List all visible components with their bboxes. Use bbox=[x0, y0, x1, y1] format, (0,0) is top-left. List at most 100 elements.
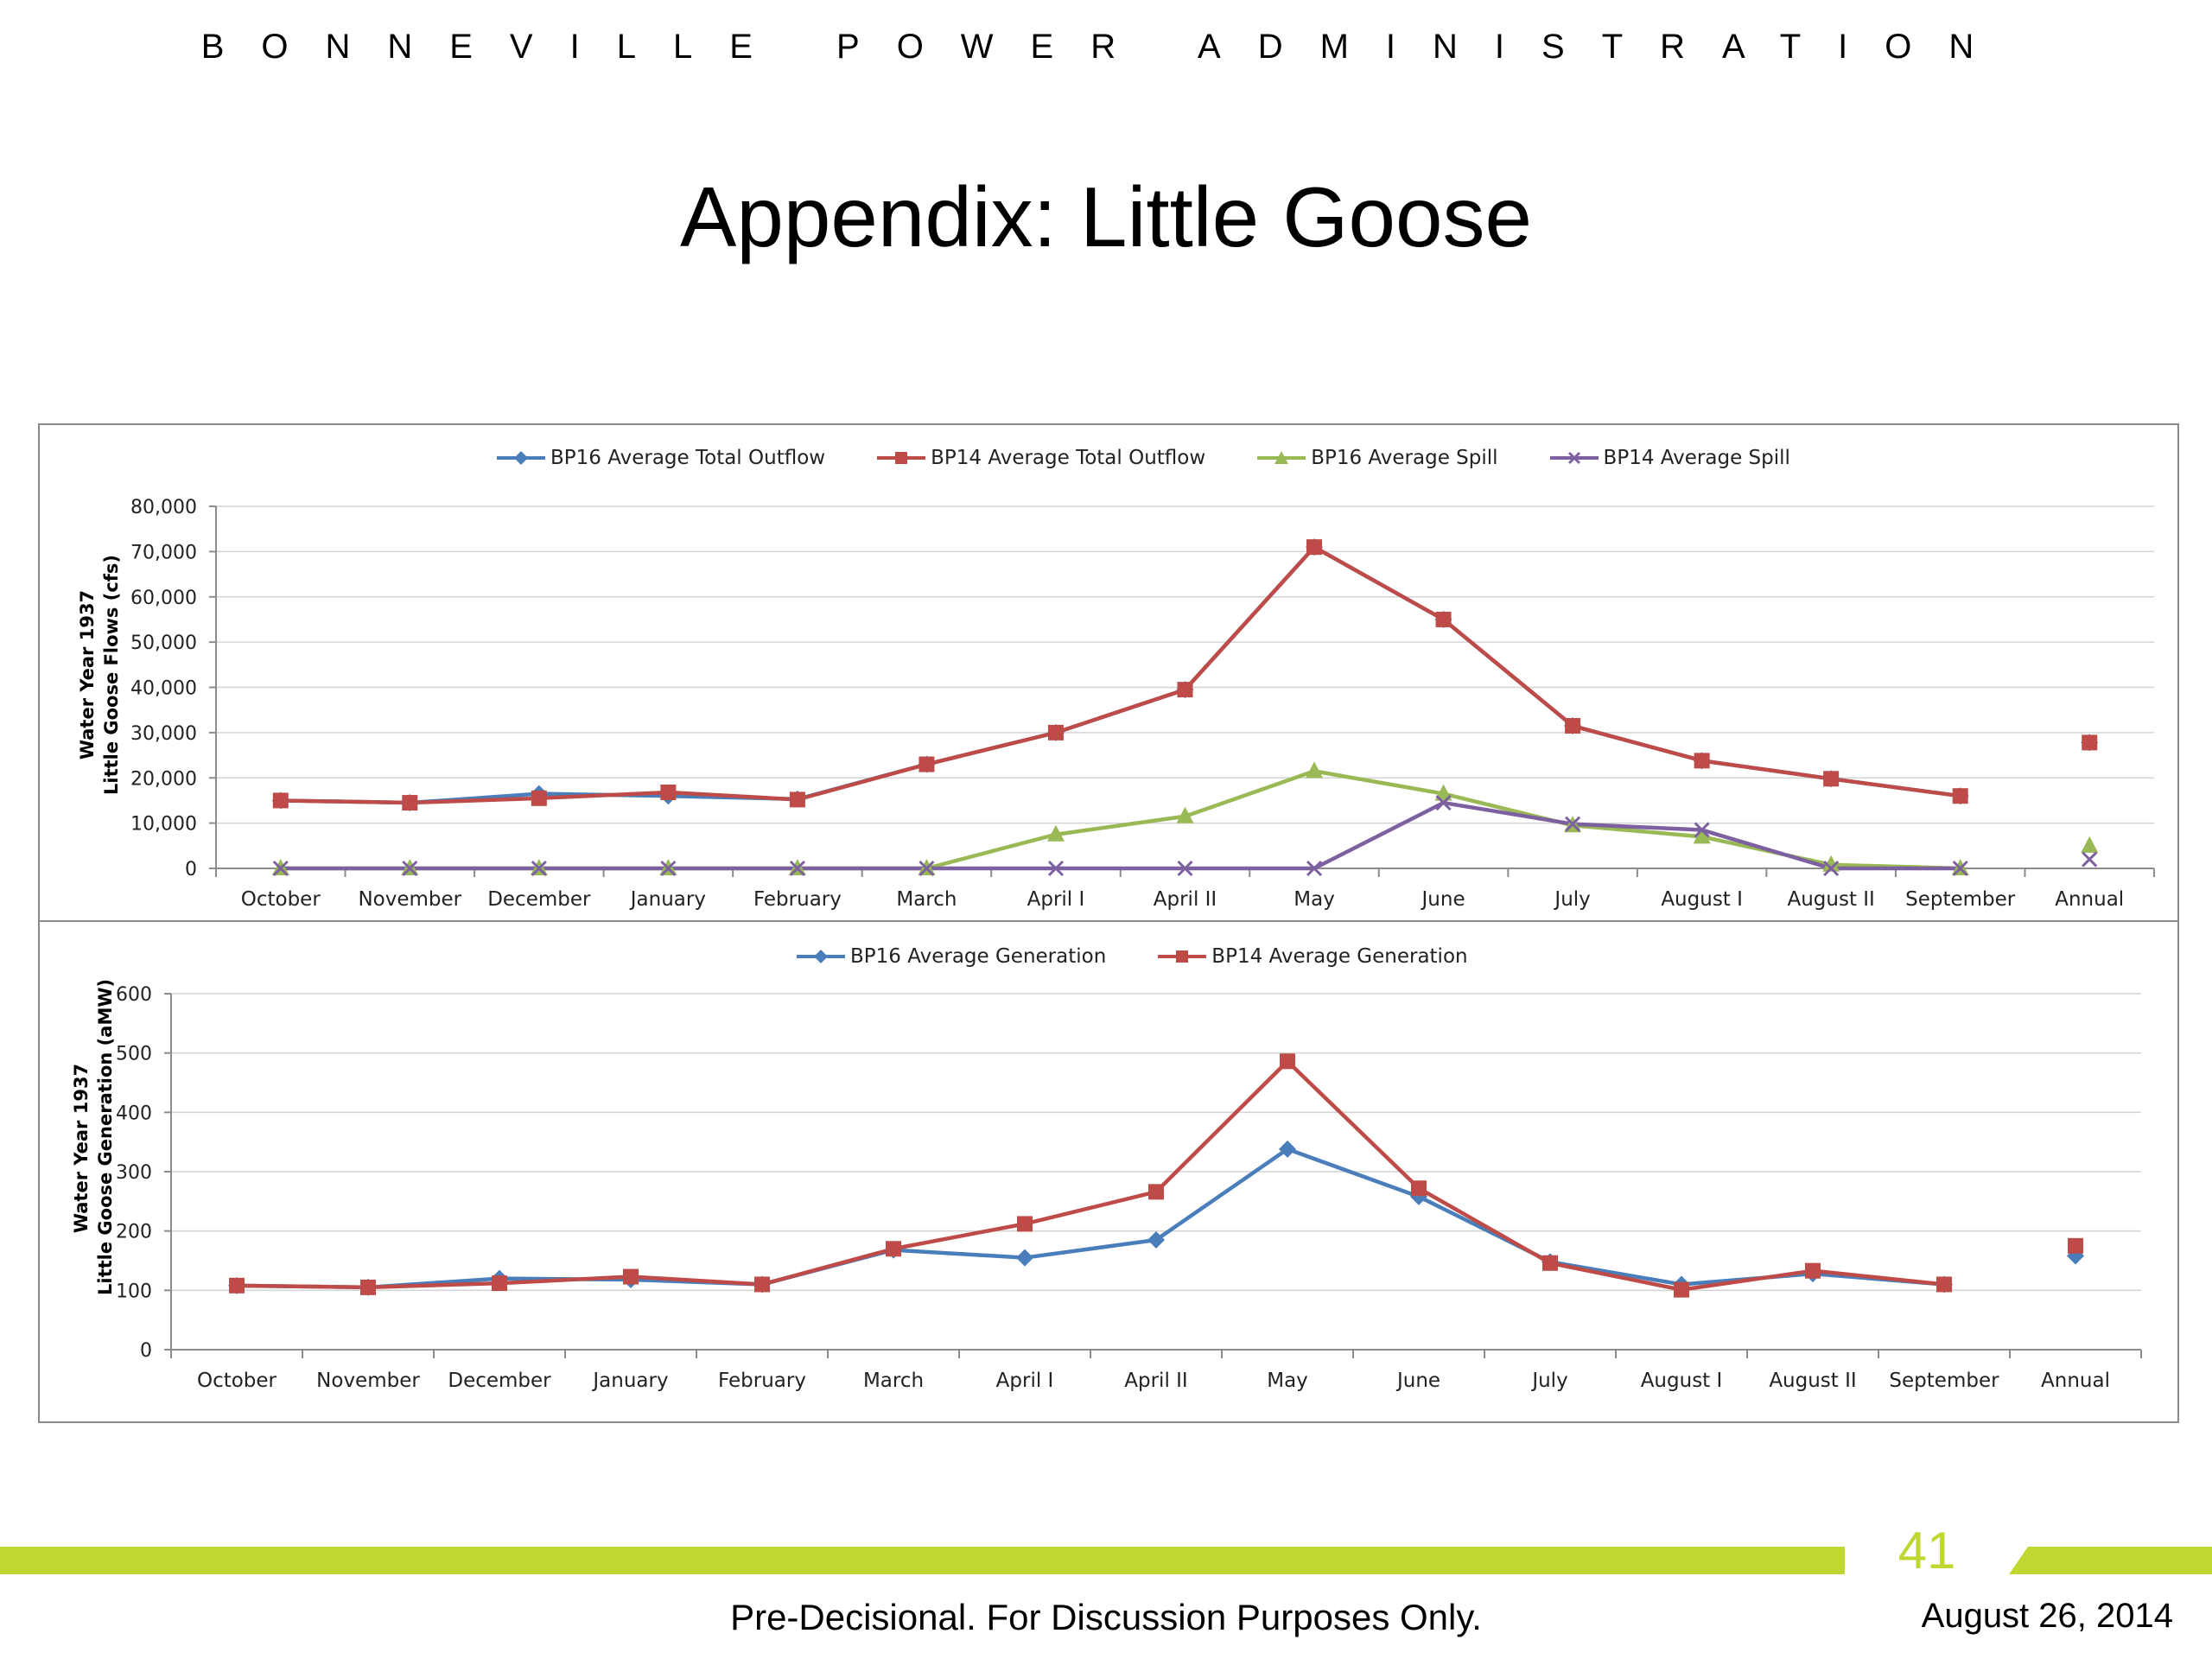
flows-category-label-september: September bbox=[1905, 888, 2016, 911]
flows-point-bp14-average-spill-april-i bbox=[1047, 860, 1065, 877]
generation-legend-label-bp14-average-generation: BP14 Average Generation bbox=[1211, 945, 1468, 968]
generation-legend-item-bp14-average-generation: BP14 Average Generation bbox=[1158, 945, 1468, 968]
flows-point-bp16-average-spill-april-ii bbox=[1176, 806, 1194, 823]
generation-point-bp14-average-generation-may bbox=[1280, 1053, 1295, 1070]
flows-category-label-august-ii: August II bbox=[1787, 888, 1874, 911]
flows-point-bp14-average-total-outflow-august-ii bbox=[1823, 771, 1840, 787]
generation-category-label-december: December bbox=[448, 1370, 551, 1392]
flows-point-bp14-average-total-outflow-april-i bbox=[1047, 724, 1064, 741]
flows-series-line-bp16-average-spill bbox=[280, 769, 1961, 871]
generation-point-bp14-average-generation-august-i bbox=[1674, 1281, 1689, 1298]
page-number: 41 bbox=[1897, 1522, 1956, 1580]
flows-point-bp14-average-spill-july bbox=[1565, 816, 1581, 832]
flows-point-bp14-average-total-outflow-april-ii bbox=[1177, 682, 1193, 698]
flows-point-bp14-average-spill-march bbox=[918, 860, 935, 877]
flows-point-bp14-average-total-outflow-november bbox=[402, 795, 418, 811]
generation-legend-swatch-bp14-average-generation bbox=[1158, 950, 1207, 963]
generation-ytick-label-200: 200 bbox=[116, 1222, 152, 1243]
flows-point-bp14-average-spill-april-ii bbox=[1177, 860, 1193, 877]
flows-chart-legend: BP16 Average Total Outflow BP14 Average T… bbox=[497, 447, 1790, 469]
flows-point-bp16-average-spill-june bbox=[1434, 784, 1452, 801]
flows-point-bp14-average-total-outflow-march bbox=[918, 756, 935, 772]
flows-ytick-label-80-000: 80,000 bbox=[130, 497, 197, 518]
flows-legend-item-bp14-average-spill: BP14 Average Spill bbox=[1549, 447, 1790, 469]
generation-series-line-bp14-average-generation bbox=[236, 1059, 1945, 1292]
generation-ytick-label-300: 300 bbox=[116, 1162, 152, 1184]
generation-point-bp14-average-generation-october bbox=[229, 1277, 245, 1294]
generation-point-bp14-average-generation-annual bbox=[2068, 1237, 2083, 1254]
flows-point-bp14-average-spill-december bbox=[531, 860, 547, 877]
flows-category-label-april-i: April I bbox=[1027, 888, 1085, 911]
generation-category-label-march: March bbox=[863, 1370, 924, 1392]
flows-category-label-annual: Annual bbox=[2055, 888, 2124, 911]
flows-point-bp14-average-spill-november bbox=[402, 860, 418, 877]
flows-point-bp14-average-total-outflow-july bbox=[1565, 718, 1581, 734]
flows-point-bp14-average-spill-may bbox=[1306, 860, 1323, 877]
generation-ytick-label-600: 600 bbox=[116, 984, 152, 1006]
generation-point-bp14-average-generation-february bbox=[754, 1276, 770, 1293]
flows-ytick-label-20-000: 20,000 bbox=[130, 768, 197, 790]
generation-point-bp14-average-generation-december bbox=[492, 1275, 507, 1292]
flows-ytick-label-50-000: 50,000 bbox=[130, 632, 197, 654]
generation-category-label-april-ii: April II bbox=[1124, 1370, 1187, 1392]
generation-category-label-september: September bbox=[1889, 1370, 1999, 1392]
flows-category-label-july: July bbox=[1553, 888, 1590, 911]
generation-category-label-may: May bbox=[1267, 1370, 1308, 1392]
slide-title: Appendix: Little Goose bbox=[679, 169, 1533, 264]
generation-category-label-july: July bbox=[1530, 1370, 1567, 1392]
flows-point-bp14-average-total-outflow-february bbox=[789, 791, 805, 808]
generation-point-bp16-average-generation-may bbox=[1279, 1140, 1296, 1158]
flows-point-bp16-average-spill-august-i bbox=[1693, 827, 1711, 844]
generation-point-bp14-average-generation-january bbox=[623, 1268, 639, 1285]
flows-point-bp14-average-total-outflow-october bbox=[272, 792, 289, 809]
chart-divider bbox=[38, 920, 2179, 922]
generation-legend-swatch-bp16-average-generation bbox=[797, 950, 845, 963]
flows-point-bp14-average-total-outflow-december bbox=[531, 790, 547, 806]
generation-category-label-august-i: August I bbox=[1641, 1370, 1723, 1392]
flows-point-bp14-average-spill-october bbox=[272, 860, 289, 877]
flows-legend-item-bp16-average-spill: BP16 Average Spill bbox=[1257, 447, 1498, 469]
generation-category-label-april-i: April I bbox=[996, 1370, 1054, 1392]
flows-point-bp16-average-spill-august-ii bbox=[1822, 855, 1840, 872]
generation-point-bp14-average-generation-june bbox=[1411, 1180, 1427, 1197]
footer-accent-bar-left bbox=[0, 1547, 1845, 1574]
flows-category-label-february: February bbox=[753, 888, 842, 911]
generation-legend-item-bp16-average-generation: BP16 Average Generation bbox=[797, 945, 1106, 968]
generation-point-bp14-average-generation-july bbox=[1542, 1255, 1558, 1271]
chart-frame bbox=[38, 423, 2179, 1423]
footer-date: August 26, 2014 bbox=[1921, 1597, 2173, 1635]
flows-point-bp16-average-spill-may bbox=[1306, 761, 1324, 779]
flows-legend-label-bp16-average-spill: BP16 Average Spill bbox=[1311, 447, 1498, 469]
generation-point-bp14-average-generation-september bbox=[1936, 1276, 1952, 1293]
flows-ytick-label-0: 0 bbox=[185, 859, 197, 880]
footer-accent-bar-right bbox=[2009, 1547, 2212, 1574]
flows-legend-swatch-bp14-average-spill bbox=[1549, 451, 1599, 465]
generation-category-label-february: February bbox=[718, 1370, 806, 1392]
flows-point-bp16-average-spill-april-i bbox=[1046, 824, 1065, 842]
flows-ytick-label-10-000: 10,000 bbox=[130, 814, 197, 836]
flows-category-label-october: October bbox=[241, 888, 321, 911]
generation-point-bp14-average-generation-april-i bbox=[1017, 1216, 1033, 1232]
flows-legend-swatch-bp16-average-spill bbox=[1257, 451, 1306, 464]
flows-point-bp14-average-spill-january bbox=[660, 860, 677, 877]
flows-point-bp14-average-total-outflow-august-i bbox=[1694, 753, 1710, 769]
flows-point-bp14-average-spill-september bbox=[1952, 860, 1968, 877]
flows-category-label-august-i: August I bbox=[1661, 888, 1743, 911]
generation-category-label-january: January bbox=[591, 1370, 668, 1392]
flows-point-bp14-average-total-outflow-annual bbox=[2082, 734, 2098, 751]
flows-legend-label-bp16-average-total-outflow: BP16 Average Total Outflow bbox=[550, 447, 826, 469]
flows-ytick-label-40-000: 40,000 bbox=[130, 678, 197, 700]
flows-legend-label-bp14-average-total-outflow: BP14 Average Total Outflow bbox=[931, 447, 1206, 469]
flows-point-bp14-average-spill-august-ii bbox=[1823, 860, 1840, 877]
flows-point-bp14-average-total-outflow-may bbox=[1306, 539, 1323, 556]
generation-point-bp14-average-generation-august-ii bbox=[1805, 1262, 1821, 1279]
generation-category-label-august-ii: August II bbox=[1769, 1370, 1856, 1392]
generation-point-bp14-average-generation-april-ii bbox=[1148, 1184, 1164, 1200]
generation-category-label-annual: Annual bbox=[2041, 1370, 2110, 1392]
flows-category-label-may: May bbox=[1294, 888, 1335, 911]
flows-category-label-december: December bbox=[487, 888, 591, 911]
generation-series-line-bp16-average-generation bbox=[236, 1147, 1945, 1290]
flows-series-line-bp14-average-total-outflow bbox=[280, 544, 1961, 805]
flows-legend-item-bp16-average-total-outflow: BP16 Average Total Outflow bbox=[497, 447, 825, 469]
